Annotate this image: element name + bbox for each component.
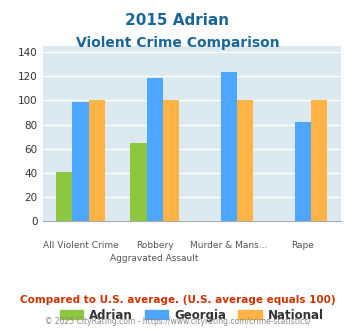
Bar: [72, 102, 89, 221]
Bar: [311, 100, 327, 221]
Bar: [220, 72, 237, 221]
Bar: [237, 100, 253, 221]
Text: Compared to U.S. average. (U.S. average equals 100): Compared to U.S. average. (U.S. average …: [20, 295, 335, 305]
Bar: [147, 78, 163, 221]
Bar: [89, 100, 105, 221]
Text: 2015 Adrian: 2015 Adrian: [125, 13, 230, 28]
Bar: [163, 100, 179, 221]
Text: All Violent Crime: All Violent Crime: [43, 241, 119, 249]
Text: Rape: Rape: [291, 241, 314, 249]
Bar: [295, 122, 311, 221]
Bar: [56, 172, 72, 221]
Text: Aggravated Assault: Aggravated Assault: [110, 254, 199, 263]
Legend: Adrian, Georgia, National: Adrian, Georgia, National: [55, 304, 328, 326]
Bar: [130, 143, 147, 221]
Text: © 2025 CityRating.com - https://www.cityrating.com/crime-statistics/: © 2025 CityRating.com - https://www.city…: [45, 317, 310, 326]
Text: Murder & Mans...: Murder & Mans...: [190, 241, 267, 249]
Text: Violent Crime Comparison: Violent Crime Comparison: [76, 36, 279, 50]
Text: Robbery: Robbery: [136, 241, 174, 249]
